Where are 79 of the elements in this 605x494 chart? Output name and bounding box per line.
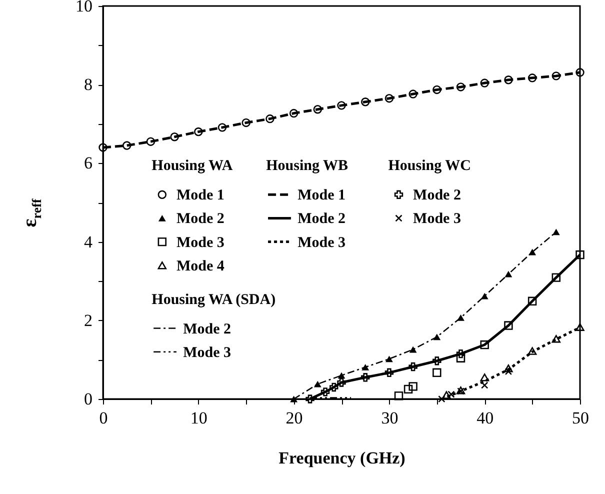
point	[194, 127, 203, 136]
point	[98, 143, 108, 152]
point	[480, 382, 488, 389]
point	[384, 368, 394, 378]
point	[320, 388, 330, 396]
point	[306, 394, 314, 404]
point	[404, 384, 413, 394]
point	[360, 98, 370, 106]
point	[504, 321, 513, 330]
point	[528, 347, 537, 355]
point	[456, 354, 466, 362]
point	[337, 101, 346, 110]
legend-label: Mode 1	[176, 188, 224, 204]
point	[266, 114, 274, 124]
point	[576, 323, 584, 331]
point	[394, 392, 404, 400]
point	[480, 78, 489, 88]
legend-label: Mode 3	[183, 344, 232, 361]
annotation: Housing WB	[266, 158, 348, 174]
x-tick-label: 10	[190, 408, 208, 428]
point	[504, 364, 513, 372]
point	[289, 108, 298, 118]
point	[552, 72, 561, 80]
point	[330, 382, 338, 392]
y-tick-label: 0	[84, 390, 92, 408]
y-tick-label: 8	[84, 75, 92, 94]
x-tick-label: 0	[99, 408, 108, 428]
point	[384, 94, 394, 103]
point	[170, 132, 179, 142]
point	[576, 68, 584, 77]
legend-label: Mode 1	[298, 188, 346, 204]
point	[432, 368, 442, 378]
legend-label: Mode 2	[413, 188, 461, 204]
point	[552, 273, 561, 282]
x-tick-label: 50	[572, 408, 589, 428]
point	[480, 340, 489, 350]
point	[456, 349, 466, 358]
legend-label: Mode 3	[176, 234, 224, 251]
legend-label: Mode 2	[298, 211, 346, 228]
point	[432, 85, 442, 94]
annotation: Housing WC	[388, 158, 471, 174]
point	[442, 391, 451, 399]
point	[528, 296, 537, 306]
point	[313, 105, 322, 114]
point	[504, 368, 512, 376]
point	[448, 390, 455, 398]
y-tick-label: 2	[84, 310, 92, 330]
y-tick-label: 4	[84, 232, 93, 252]
point	[576, 250, 584, 260]
point	[122, 141, 132, 150]
point	[408, 382, 418, 391]
x-tick-label: 20	[286, 408, 303, 428]
point	[218, 123, 227, 132]
x-tick-label: 40	[476, 408, 494, 428]
point	[360, 373, 370, 382]
legend-label: Mode 3	[298, 234, 346, 251]
x-axis-title: Frequency (GHz)	[278, 448, 406, 468]
legend-label: Mode 2	[183, 321, 232, 338]
point	[242, 118, 250, 128]
legend-label: Mode 3	[413, 211, 461, 228]
annotation: Housing WA (SDA)	[152, 292, 276, 308]
point	[552, 335, 561, 343]
point	[314, 380, 322, 388]
legend-label: Mode 4	[176, 258, 225, 274]
y-tick-label: 10	[76, 0, 92, 16]
point	[432, 356, 442, 366]
y-tick-label: 6	[84, 154, 92, 173]
point	[408, 362, 418, 372]
point	[337, 378, 346, 387]
legend-label: Mode 2	[176, 211, 224, 228]
point	[146, 137, 156, 146]
point	[480, 374, 489, 382]
annotation: Housing WA	[152, 158, 233, 174]
point	[438, 395, 446, 403]
point	[408, 90, 418, 98]
point	[528, 74, 537, 82]
x-tick-label: 30	[381, 408, 398, 428]
point	[504, 76, 513, 84]
point	[456, 82, 466, 92]
